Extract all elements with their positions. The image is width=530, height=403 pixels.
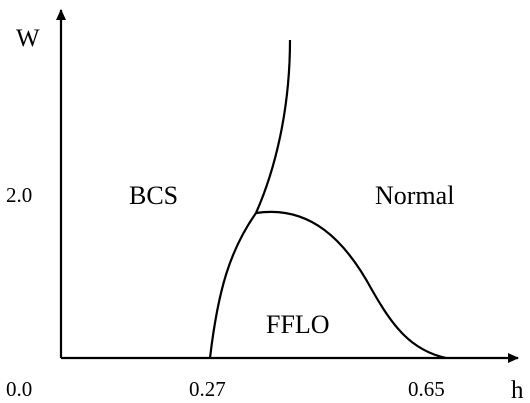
fflo-normal-boundary bbox=[255, 210, 447, 360]
fflo-region-label: FFLO bbox=[266, 310, 330, 339]
bcs-region-label: BCS bbox=[129, 181, 178, 210]
normal-region-label: Normal bbox=[375, 181, 454, 210]
x-axis-label: h bbox=[511, 377, 524, 403]
x-tick-label: 0.27 bbox=[189, 377, 226, 401]
y-tick-label: 2.0 bbox=[6, 183, 32, 207]
bcs-normal-boundary bbox=[254, 39, 292, 214]
x-tick-label: 0.65 bbox=[408, 377, 445, 401]
y-axis-label: W bbox=[16, 25, 40, 52]
bcs-fflo-boundary bbox=[208, 212, 257, 359]
origin-label: 0.0 bbox=[6, 377, 32, 401]
